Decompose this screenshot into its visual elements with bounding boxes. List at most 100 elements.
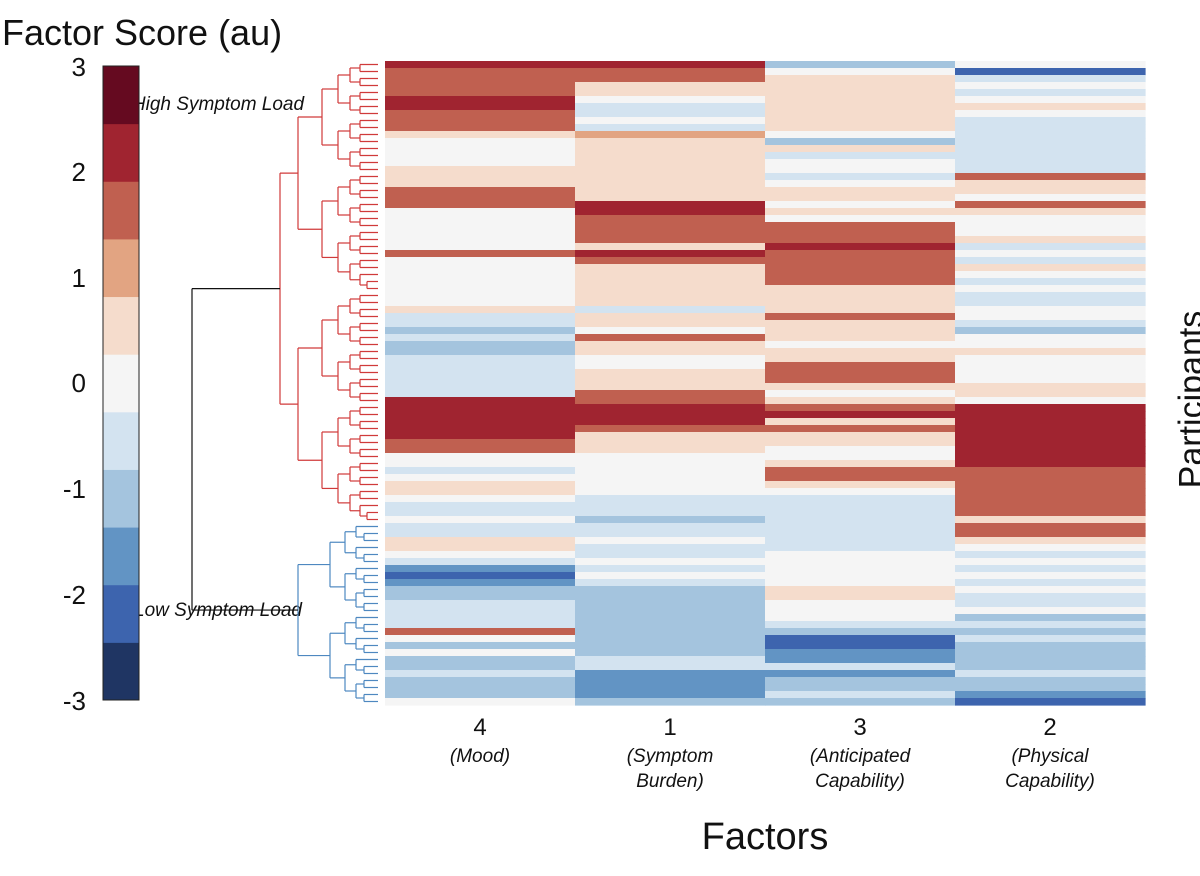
heatmap-cell — [765, 446, 956, 454]
colorbar-title: Factor Score (au) — [2, 12, 283, 53]
heatmap-cell — [575, 467, 766, 475]
heatmap-cell — [385, 600, 576, 608]
heatmap-cell — [765, 369, 956, 377]
heatmap-cell — [765, 222, 956, 230]
colorbar-segment — [103, 296, 139, 355]
colorbar-tick: -2 — [62, 580, 86, 610]
heatmap-cell — [385, 124, 576, 132]
heatmap-cell — [765, 411, 956, 419]
heatmap-cell — [575, 313, 766, 321]
heatmap-cell — [385, 348, 576, 356]
heatmap-cell — [575, 159, 766, 167]
heatmap-cell — [955, 565, 1146, 573]
heatmap-cell — [575, 103, 766, 111]
heatmap-cell — [385, 488, 576, 496]
heatmap-cell — [385, 306, 576, 314]
heatmap-cell — [575, 320, 766, 328]
heatmap-cell — [385, 68, 576, 76]
heatmap-cell — [765, 600, 956, 608]
heatmap-cell — [955, 306, 1146, 314]
heatmap-cell — [575, 523, 766, 531]
heatmap-cell — [765, 579, 956, 587]
heatmap-cell — [955, 236, 1146, 244]
heatmap-cell — [575, 152, 766, 160]
heatmap-cell — [955, 614, 1146, 622]
heatmap-cell — [765, 215, 956, 223]
heatmap-cell — [385, 61, 576, 69]
heatmap-cell — [385, 656, 576, 664]
heatmap-cell — [385, 544, 576, 552]
heatmap-cell — [385, 614, 576, 622]
heatmap-cell — [575, 649, 766, 657]
heatmap-cell — [955, 292, 1146, 300]
heatmap-cell — [955, 187, 1146, 195]
heatmap-cell — [765, 565, 956, 573]
heatmap-cell — [765, 551, 956, 559]
heatmap-cell — [575, 82, 766, 90]
heatmap-cell — [385, 166, 576, 174]
heatmap-cell — [955, 600, 1146, 608]
heatmap-cell — [385, 390, 576, 398]
heatmap-cell — [955, 649, 1146, 657]
heatmap-cell — [955, 628, 1146, 636]
heatmap-cell — [765, 614, 956, 622]
heatmap-cell — [955, 145, 1146, 153]
heatmap-cell — [765, 698, 956, 706]
heatmap-cell — [765, 292, 956, 300]
heatmap-cell — [955, 61, 1146, 69]
heatmap-cell — [955, 124, 1146, 132]
colorbar-segment — [103, 181, 139, 240]
heatmap-cell — [955, 117, 1146, 125]
heatmap-cell — [955, 677, 1146, 685]
heatmap-cell — [955, 103, 1146, 111]
heatmap-cell — [575, 299, 766, 307]
heatmap-cell — [765, 376, 956, 384]
heatmap-cell — [385, 313, 576, 321]
heatmap-cell — [385, 173, 576, 181]
heatmap-cell — [575, 229, 766, 237]
heatmap-cell — [955, 348, 1146, 356]
heatmap-cell — [765, 117, 956, 125]
heatmap-cell — [385, 117, 576, 125]
factor-number: 2 — [1043, 714, 1057, 741]
heatmap-cell — [385, 523, 576, 531]
heatmap-cell — [955, 82, 1146, 90]
heatmap-cell — [385, 635, 576, 643]
heatmap-cell — [385, 159, 576, 167]
heatmap-cell — [765, 677, 956, 685]
heatmap-cell — [765, 348, 956, 356]
heatmap-cell — [385, 215, 576, 223]
heatmap-cell — [765, 96, 956, 104]
heatmap-cell — [385, 299, 576, 307]
heatmap-cell — [575, 663, 766, 671]
heatmap-cell — [765, 299, 956, 307]
heatmap-cell — [765, 516, 956, 524]
heatmap-cell — [575, 537, 766, 545]
heatmap-cell — [385, 537, 576, 545]
heatmap-cell — [955, 684, 1146, 692]
heatmap-cell — [385, 334, 576, 342]
heatmap-cell — [575, 579, 766, 587]
heatmap-cell — [765, 537, 956, 545]
heatmap-cell — [385, 677, 576, 685]
heatmap-cell — [955, 180, 1146, 188]
heatmap-cell — [385, 264, 576, 272]
heatmap-cell — [955, 572, 1146, 580]
heatmap-cell — [575, 684, 766, 692]
heatmap-cell — [955, 453, 1146, 461]
colorbar-segment — [103, 411, 139, 470]
heatmap-cell — [385, 397, 576, 405]
heatmap-cell — [385, 453, 576, 461]
heatmap-cell — [385, 670, 576, 678]
heatmap-cell — [385, 698, 576, 706]
heatmap-cell — [385, 628, 576, 636]
heatmap-cell — [955, 698, 1146, 706]
heatmap-cell — [765, 390, 956, 398]
heatmap-cell — [955, 75, 1146, 83]
factor-number: 1 — [663, 714, 677, 741]
heatmap-cell — [765, 138, 956, 146]
heatmap-cell — [765, 285, 956, 293]
heatmap-cell — [955, 138, 1146, 146]
heatmap-cell — [765, 663, 956, 671]
heatmap-cell — [765, 180, 956, 188]
